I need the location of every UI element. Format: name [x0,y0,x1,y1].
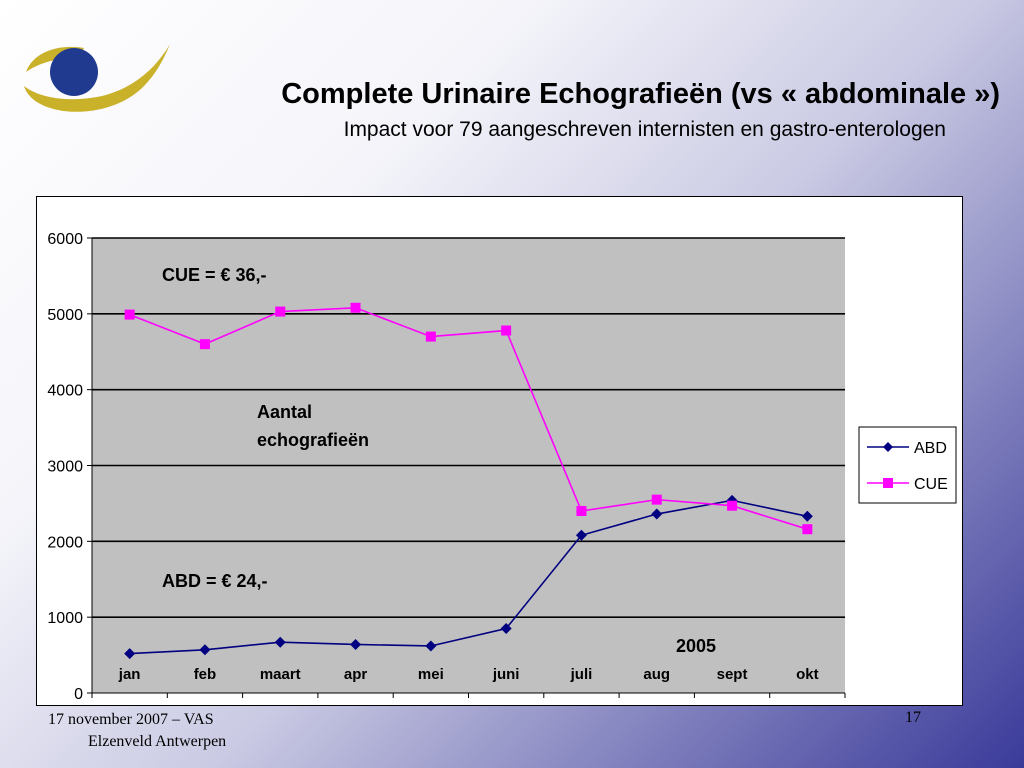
data-point-cue [727,500,738,511]
data-point-cue [576,506,587,516]
x-tick-label: juli [570,666,593,683]
data-point-abd [500,623,512,635]
logo-blue-disc [50,48,98,96]
ylabel-line2: echografieën [257,430,369,450]
footer-line2: Elzenveld Antwerpen [88,733,227,750]
legend-abd-marker [883,442,893,452]
data-point-abd [651,508,663,520]
data-point-cue [199,339,210,350]
legend-cue-label: CUE [914,476,948,493]
logo-gold-swoosh-lower [24,44,170,112]
axes [87,237,846,698]
footer-event: 17 november 2007 – VAS Elzenveld Antwerp… [48,709,278,753]
legend: ABD CUE [858,426,957,504]
x-tick-label: maart [260,666,301,683]
data-point-abd [575,529,587,541]
x-tick-labels: jan feb maart apr mei juni juli aug sept okt [118,666,819,683]
y-tick-label: 6000 [47,231,83,248]
data-point-cue [425,331,436,342]
slide-subtitle: Impact voor 79 aangeschreven internisten… [343,118,946,141]
series-line-cue [129,306,808,530]
chart-frame: 0 1000 2000 3000 4000 5000 6000 jan feb maart apr… [36,196,963,706]
data-point-abd [124,648,136,660]
x-tick-label: juni [492,666,520,683]
data-point-abd [425,640,437,652]
y-tick-label: 0 [74,686,83,703]
x-tick-label: mei [418,666,444,683]
data-point-cue [802,524,813,535]
x-tick-label: okt [796,666,819,683]
series-line-abd [129,499,808,655]
data-point-abd [274,636,286,648]
y-tick-label: 5000 [47,307,83,324]
data-point-cue [501,325,512,336]
data-point-cue [275,306,286,317]
year-annotation: 2005 [676,636,716,656]
legend-box [858,426,957,504]
x-tick-label: sept [717,666,748,683]
x-tick-label: jan [118,666,141,683]
data-point-cue [124,309,135,320]
page-number: 17 [905,709,921,726]
y-tick-labels: 0 1000 2000 3000 4000 5000 6000 [47,231,83,703]
ylabel-line1: Aantal [257,402,312,422]
y-tick-label: 4000 [47,383,83,400]
y-tick-label: 1000 [47,610,83,627]
abd-price-annotation: ABD = € 24,- [162,571,268,591]
data-point-cue [350,302,361,313]
cue-price-annotation: CUE = € 36,- [162,265,267,285]
footer-line1: 17 november 2007 – VAS [48,711,214,728]
data-point-abd [350,638,362,650]
data-point-abd [801,510,813,522]
gridlines [92,237,845,618]
legend-abd-label: ABD [914,440,947,457]
y-tick-label: 3000 [47,459,83,476]
data-point-abd [199,644,211,656]
data-point-cue [651,494,662,505]
y-tick-label: 2000 [47,534,83,551]
legend-cue-marker [883,478,893,488]
x-tick-label: apr [344,666,368,683]
logo [24,44,170,112]
series-layer [124,302,813,660]
slide-title: Complete Urinaire Echografieën (vs « abd… [281,78,1000,110]
x-tick-label: aug [643,666,670,683]
x-tick-label: feb [194,666,217,683]
line-chart: 0 1000 2000 3000 4000 5000 6000 jan feb maart apr… [47,231,957,703]
